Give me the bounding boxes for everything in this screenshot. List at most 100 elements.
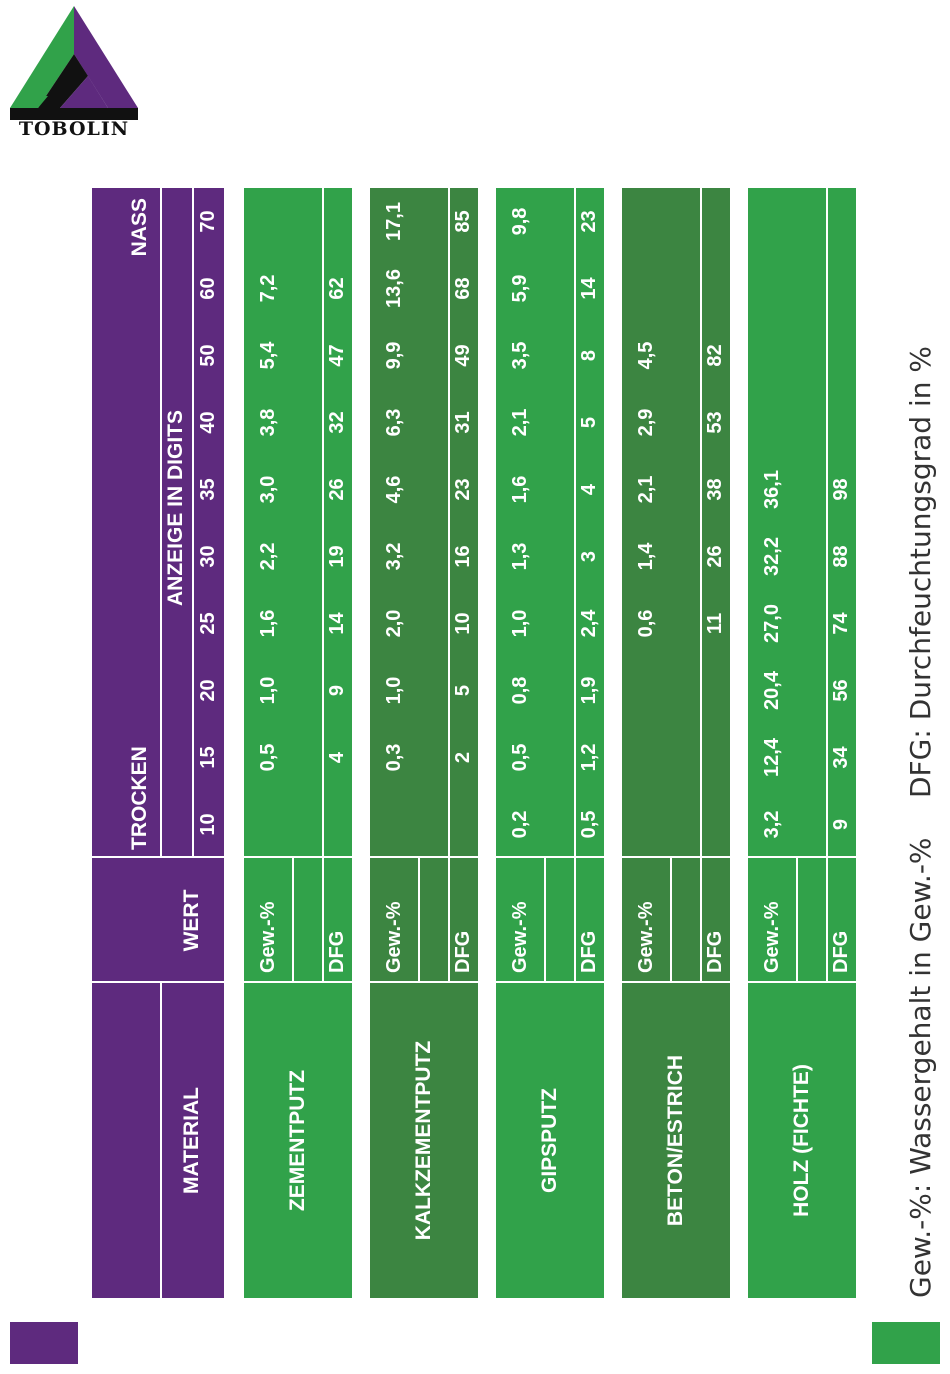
header-trocken: TROCKEN [128,746,151,850]
header-anzeige: ANZEIGE IN DIGITS [164,410,187,607]
digit-header: 60 [196,277,219,300]
material-name: HOLZ (FICHTE) [790,1064,813,1217]
material-name: GIPSPUTZ [538,1088,561,1194]
brand-name: TOBOLIN [18,118,130,140]
cell-dfg-value [826,188,856,255]
material-name: BETON/ESTRICH [664,1054,687,1227]
cell-dfg-value: 23 [451,478,474,501]
cell-gew-value [622,791,670,858]
cell-dfg-value: 49 [451,344,474,367]
cell-dfg-value [700,188,730,255]
value-label-dfg: DFG [829,930,852,973]
cell-dfg-value: 62 [325,277,348,300]
cell-dfg-value: 53 [703,411,726,434]
footnote-gew: Gew.-%: Wassergehalt in Gew.-% [904,837,937,1298]
cell-gew-value: 32,2 [760,537,783,576]
cell-gew-value: 7,2 [256,274,279,303]
cell-gew-value: 1,6 [508,475,531,504]
cell-dfg-value: 31 [451,411,474,434]
cell-dfg-value: 34 [829,746,852,769]
cell-dfg-value [826,255,856,322]
digit-header: 25 [196,612,219,635]
cell-gew-value: 1,6 [256,609,279,638]
cell-dfg-value [826,389,856,456]
cell-dfg-value: 3 [577,550,600,563]
value-label-gew: Gew.-% [508,901,531,974]
cell-dfg-value: 1,9 [577,676,600,705]
cell-gew-value: 0,5 [256,743,279,772]
cell-gew-value [244,188,292,255]
cell-gew-value: 2,1 [634,475,657,504]
cell-gew-value: 27,0 [760,604,783,643]
cell-dfg-value: 4 [325,751,348,764]
value-label-dfg: DFG [325,930,348,973]
cell-dfg-value: 10 [451,612,474,635]
cell-gew-value [748,389,796,456]
cell-dfg-value: 56 [829,679,852,702]
cell-gew-value: 9,9 [382,341,405,370]
cell-dfg-value: 14 [577,277,600,300]
cell-dfg-value: 32 [325,411,348,434]
cell-gew-value: 1,0 [508,609,531,638]
cell-gew-value: 5,4 [256,341,279,370]
cell-gew-value: 1,0 [256,676,279,705]
cell-gew-value [622,255,670,322]
footnote-dfg: DFG: Durchfeuchtungsgrad in % [904,346,937,798]
cell-dfg-value: 5 [451,684,474,697]
value-label-gew: Gew.-% [256,901,279,974]
cell-gew-value: 12,4 [760,738,783,777]
cell-dfg-value: 26 [703,545,726,568]
cell-dfg-value [322,188,352,255]
material-block: HOLZ (FICHTE) Gew.-% DFG 3,2 12,4 20,4 27,0 32,… [748,188,856,1298]
tobolin-logo [8,4,140,144]
cell-gew-value [622,188,670,255]
table-header: MATERIAL WERT TROCKEN ANZEIGE IN DIGITS … [92,188,224,1298]
header-nass: NASS [128,198,151,257]
cell-gew-value: 2,9 [634,408,657,437]
cell-gew-value [748,255,796,322]
cell-gew-value [748,188,796,255]
cell-dfg-value [700,791,730,858]
cell-dfg-value [700,657,730,724]
material-block: BETON/ESTRICH Gew.-% DFG 0,6 1,4 2,1 2,9 4,5 11 2… [622,188,730,1298]
cell-dfg-value: 19 [325,545,348,568]
cell-dfg-value: 2,4 [577,609,600,638]
cell-dfg-value [700,255,730,322]
value-label-gew: Gew.-% [760,901,783,974]
cell-dfg-value: 88 [829,545,852,568]
cell-dfg-value [322,791,352,858]
cell-dfg-value: 4 [577,483,600,496]
value-label-dfg: DFG [451,930,474,973]
cell-dfg-value: 82 [703,344,726,367]
material-table: MATERIAL WERT TROCKEN ANZEIGE IN DIGITS … [92,188,862,1298]
cell-dfg-value: 1,2 [577,743,600,772]
digit-header: 10 [196,813,219,836]
cell-dfg-value: 98 [829,478,852,501]
cell-gew-value: 4,5 [634,341,657,370]
cell-gew-value: 13,6 [382,269,405,308]
digit-header: 70 [196,210,219,233]
digit-header: 35 [196,478,219,501]
cell-dfg-value: 68 [451,277,474,300]
cell-gew-value: 3,8 [256,408,279,437]
value-label-gew: Gew.-% [382,901,405,974]
cell-dfg-value: 5 [577,416,600,429]
cell-dfg-value: 23 [577,210,600,233]
cell-dfg-value [448,791,478,858]
material-name: KALKZEMENTPUTZ [412,1040,435,1241]
value-label-gew: Gew.-% [634,901,657,974]
cell-gew-value [622,724,670,791]
cell-gew-value: 36,1 [760,470,783,509]
cell-gew-value: 20,4 [760,671,783,710]
cell-dfg-value: 74 [829,612,852,635]
cell-gew-value: 17,1 [382,202,405,241]
cell-dfg-value [700,724,730,791]
material-block: GIPSPUTZ Gew.-% DFG 0,2 0,5 0,8 1,0 1,3 1,6 2,1 3,… [496,188,604,1298]
material-name: ZEMENTPUTZ [286,1069,309,1212]
cell-dfg-value: 26 [325,478,348,501]
value-label-dfg: DFG [577,930,600,973]
logo-triangle-icon [10,6,138,120]
cell-gew-value: 0,3 [382,743,405,772]
cell-gew-value: 0,8 [508,676,531,705]
cell-gew-value: 1,0 [382,676,405,705]
